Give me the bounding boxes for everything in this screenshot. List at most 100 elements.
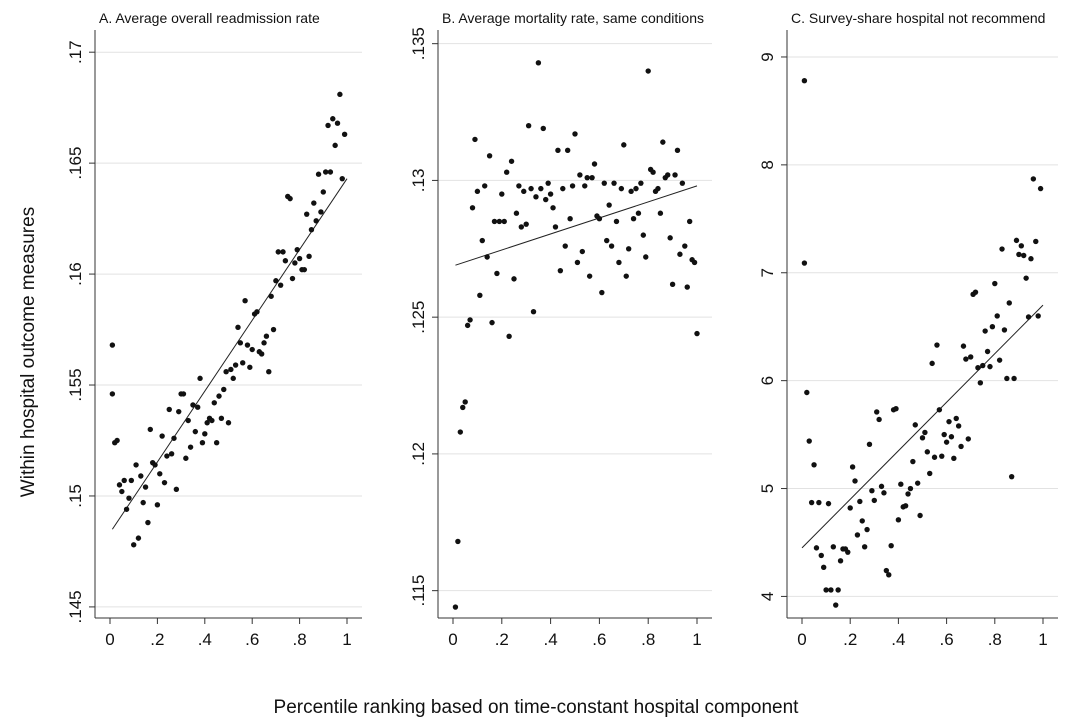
- data-point: [857, 498, 863, 505]
- data-point: [232, 362, 239, 368]
- data-point: [185, 417, 191, 424]
- data-point: [927, 470, 933, 477]
- x-tick-label: .4: [198, 630, 212, 649]
- data-point: [277, 282, 284, 288]
- data-point: [467, 317, 473, 323]
- data-point: [1028, 256, 1034, 262]
- data-point: [939, 453, 945, 459]
- data-point: [482, 183, 488, 189]
- data-point: [606, 202, 612, 208]
- data-point: [119, 488, 125, 495]
- data-point: [1004, 375, 1010, 382]
- data-point: [341, 131, 348, 137]
- fit-line: [801, 304, 1044, 549]
- data-point: [1006, 300, 1012, 306]
- data-point: [881, 490, 887, 496]
- data-point: [1037, 185, 1044, 192]
- data-point: [474, 188, 481, 195]
- fit-line: [111, 178, 348, 530]
- data-point: [861, 544, 868, 550]
- data-point: [902, 503, 909, 509]
- data-point: [958, 443, 964, 450]
- data-point: [825, 500, 832, 507]
- data-point: [523, 221, 529, 227]
- data-point: [464, 322, 471, 329]
- data-point: [577, 172, 583, 178]
- data-point: [992, 280, 998, 287]
- data-point: [895, 517, 902, 523]
- data-point: [266, 369, 272, 375]
- data-point: [294, 246, 300, 253]
- x-tick-label: .4: [891, 630, 905, 649]
- data-point: [640, 232, 647, 238]
- data-point: [133, 462, 139, 468]
- y-tick-label: .165: [66, 147, 85, 180]
- data-point: [599, 289, 605, 296]
- x-tick-label: .2: [150, 630, 164, 649]
- data-point: [513, 210, 520, 216]
- data-point: [604, 237, 610, 244]
- x-tick-label: 0: [105, 630, 114, 649]
- data-point: [511, 276, 517, 282]
- data-point: [616, 259, 622, 266]
- data-point: [525, 123, 532, 129]
- data-point: [270, 326, 277, 333]
- data-point: [147, 426, 153, 433]
- data-point: [951, 455, 957, 462]
- data-point: [924, 449, 931, 455]
- data-point: [804, 389, 810, 396]
- y-tick-label: .17: [66, 40, 85, 64]
- data-point: [582, 183, 588, 189]
- data-point: [327, 169, 334, 175]
- data-point: [808, 499, 815, 506]
- data-point: [643, 254, 649, 260]
- data-point: [898, 481, 904, 487]
- data-point: [332, 142, 338, 149]
- data-point: [686, 218, 693, 225]
- data-point: [159, 433, 165, 439]
- y-tick-label: .155: [66, 368, 85, 401]
- data-point: [109, 342, 116, 348]
- data-point: [555, 147, 561, 154]
- x-tick-label: .8: [293, 630, 307, 649]
- data-point: [261, 340, 267, 346]
- data-point: [168, 451, 175, 457]
- data-point: [665, 172, 671, 178]
- data-point: [138, 473, 144, 479]
- data-point: [204, 420, 210, 426]
- data-point: [584, 174, 590, 181]
- data-point: [275, 249, 281, 255]
- data-point: [623, 273, 629, 279]
- data-point: [116, 482, 123, 488]
- data-point: [567, 216, 573, 222]
- figure-y-axis-label: Within hospital outcome measures: [18, 207, 39, 497]
- data-point: [126, 495, 132, 501]
- data-point: [508, 158, 515, 164]
- data-point: [684, 284, 690, 290]
- data-point: [876, 416, 882, 423]
- data-point: [837, 558, 844, 564]
- y-tick-label: 5: [758, 484, 777, 493]
- data-point: [190, 402, 196, 408]
- data-point: [213, 440, 220, 446]
- data-point: [601, 180, 607, 186]
- data-point: [946, 418, 952, 425]
- panel-b: B. Average mortality rate, same conditio…: [409, 10, 712, 649]
- data-point: [677, 251, 683, 257]
- data-point: [912, 422, 918, 428]
- data-point: [941, 431, 947, 438]
- data-point: [462, 399, 468, 405]
- x-tick-label: 0: [448, 630, 457, 649]
- data-point: [249, 346, 255, 353]
- data-point: [280, 249, 286, 255]
- data-point: [311, 200, 317, 206]
- data-point: [518, 224, 525, 230]
- data-point: [813, 545, 820, 551]
- data-point: [562, 243, 568, 249]
- data-point: [171, 435, 177, 441]
- data-point: [1016, 251, 1022, 258]
- data-point: [934, 342, 940, 348]
- data-point: [499, 191, 505, 197]
- data-point: [176, 408, 182, 415]
- data-point: [489, 319, 495, 326]
